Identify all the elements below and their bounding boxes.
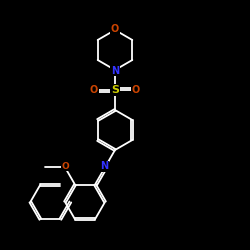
Text: O: O bbox=[132, 85, 140, 95]
Text: S: S bbox=[111, 85, 119, 95]
Text: O: O bbox=[61, 162, 69, 171]
Text: O: O bbox=[90, 85, 98, 95]
Text: N: N bbox=[111, 66, 119, 76]
Text: O: O bbox=[111, 24, 119, 34]
Text: N: N bbox=[100, 161, 108, 171]
